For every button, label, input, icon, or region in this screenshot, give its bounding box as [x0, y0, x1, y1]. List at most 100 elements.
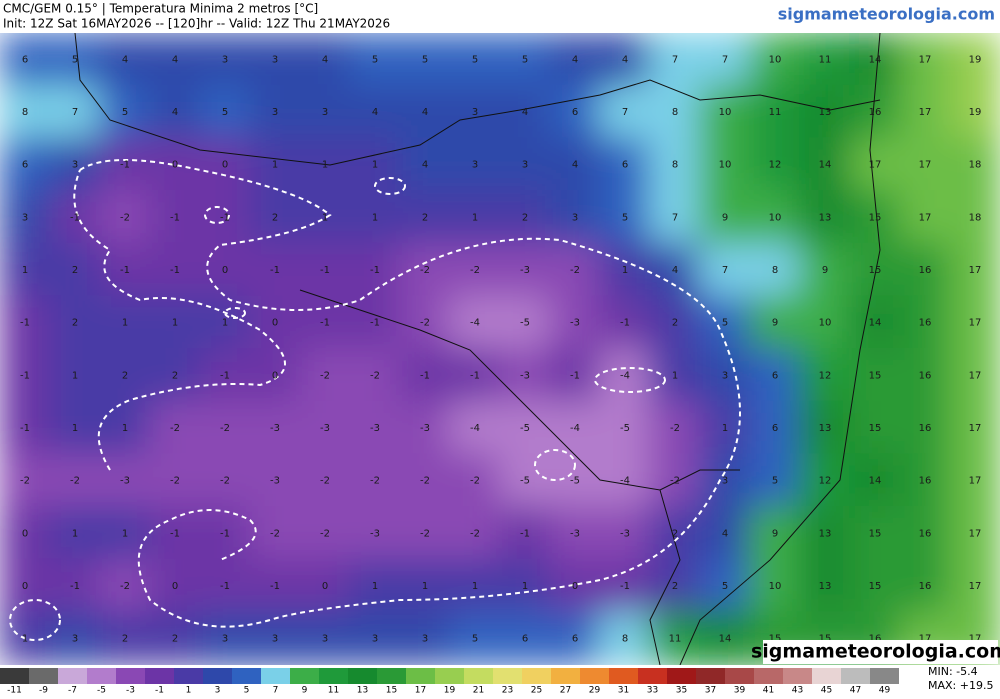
cell [249, 453, 301, 508]
cell [349, 506, 401, 561]
grid-value: 7 [722, 54, 728, 65]
cell [249, 558, 301, 614]
cell [599, 558, 651, 614]
colorbar-swatch [232, 668, 261, 684]
cell [49, 33, 101, 87]
grid-value: 16 [919, 318, 932, 329]
grid-value: 1 [122, 528, 128, 539]
colorbar-swatch [87, 668, 116, 684]
cell [249, 190, 301, 245]
cell [349, 190, 401, 245]
grid-value: -1 [20, 423, 30, 434]
cell [449, 33, 501, 87]
cell [649, 33, 701, 87]
cell [799, 400, 851, 456]
cell [349, 453, 401, 508]
cell [49, 295, 101, 350]
colorbar-label: 1 [186, 686, 192, 696]
grid-value: 16 [869, 634, 882, 645]
cell [849, 242, 901, 298]
cell [899, 242, 951, 298]
grid-value: -3 [270, 423, 280, 434]
grid-value: 7 [72, 107, 78, 118]
colorbar-label: 3 [215, 686, 221, 696]
cell [849, 453, 901, 508]
cell [149, 242, 201, 298]
grid-value: -2 [120, 581, 130, 592]
grid-value: 3 [322, 107, 328, 118]
grid-value: -2 [370, 476, 380, 487]
grid-value: -1 [570, 370, 580, 381]
grid-value: 2 [122, 634, 128, 645]
grid-value: 5 [622, 212, 628, 223]
grid-value: 3 [272, 107, 278, 118]
grid-value: 2 [72, 265, 78, 276]
cell [99, 453, 151, 508]
grid-value: -4 [620, 476, 630, 487]
cell [899, 506, 951, 561]
cell [549, 453, 601, 508]
grid-value: 4 [572, 160, 578, 171]
grid-value: 14 [819, 160, 832, 171]
grid-value: 16 [919, 265, 932, 276]
grid-value: 2 [672, 528, 678, 539]
grid-value: 1 [722, 423, 728, 434]
grid-value: -5 [520, 423, 530, 434]
cell [99, 137, 151, 192]
cell [899, 137, 951, 192]
cell [149, 400, 201, 456]
cell [549, 137, 601, 192]
colorbar-label: 23 [502, 686, 513, 696]
cell [0, 84, 51, 140]
cell [249, 242, 301, 298]
grid-value: -1 [470, 370, 480, 381]
colorbar-swatch [580, 668, 609, 684]
grid-value: -2 [220, 423, 230, 434]
grid-value: -1 [620, 581, 630, 592]
colorbar-label: -3 [126, 686, 135, 696]
grid-value: 3 [222, 634, 228, 645]
cell [749, 137, 801, 192]
grid-value: -2 [470, 265, 480, 276]
cell [499, 453, 551, 508]
colorbar-label: 45 [821, 686, 832, 696]
cell [749, 33, 801, 87]
cell [899, 295, 951, 350]
cell [799, 137, 851, 192]
grid-value: 0 [222, 160, 228, 171]
cell [0, 506, 51, 561]
grid-value: 14 [719, 634, 732, 645]
colorbar-label: 35 [676, 686, 687, 696]
cell [399, 453, 451, 508]
grid-value: 0 [172, 581, 178, 592]
cell [949, 348, 1000, 403]
field [0, 33, 1000, 665]
cell [299, 242, 351, 298]
cell [699, 558, 751, 614]
cell [0, 33, 51, 87]
grid-value: 3 [472, 107, 478, 118]
grid-value: -3 [520, 370, 530, 381]
colorbar-swatch [58, 668, 87, 684]
grid-value: 5 [772, 476, 778, 487]
site-link[interactable]: sigmameteorologia.com [778, 5, 995, 24]
grid-value: 5 [722, 581, 728, 592]
grid-value: 4 [172, 107, 178, 118]
grid-value: 17 [919, 634, 932, 645]
colorbar-label: -11 [7, 686, 22, 696]
grid-value: 1 [272, 160, 278, 171]
grid-value: 9 [822, 265, 828, 276]
grid-value: 16 [919, 370, 932, 381]
grid-value: 1 [172, 318, 178, 329]
grid-value: -1 [320, 318, 330, 329]
cell [399, 348, 451, 403]
cell [349, 242, 401, 298]
grid-value: 1 [672, 370, 678, 381]
grid-value: -5 [520, 476, 530, 487]
cell [599, 348, 651, 403]
colorbar-swatch [319, 668, 348, 684]
colorbar-label: 31 [618, 686, 629, 696]
colorbar-label: 7 [273, 686, 279, 696]
grid-value: -3 [420, 423, 430, 434]
cell [299, 611, 351, 665]
